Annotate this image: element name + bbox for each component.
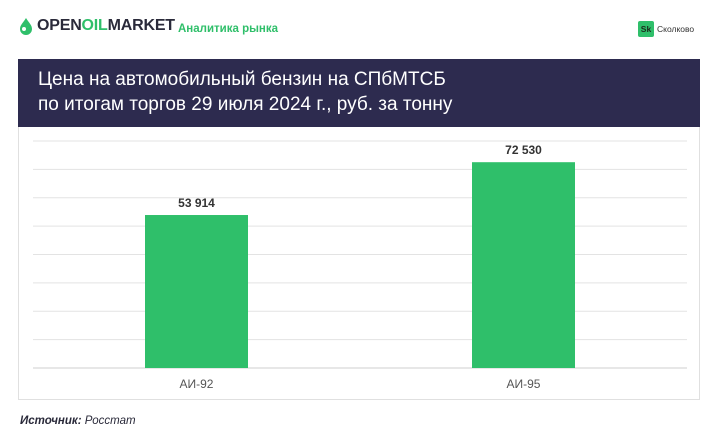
chart-panel: 53 914 АИ-92 72 530 АИ-95 <box>18 127 700 400</box>
chart-title-line2: по итогам торгов 29 июля 2024 г., руб. з… <box>38 94 453 115</box>
brand-oil: OIL <box>81 17 108 34</box>
partner-logo: Sk Сколково <box>638 21 694 37</box>
oil-drop-icon <box>20 18 32 35</box>
x-tick-label: АИ-92 <box>180 377 214 391</box>
title-banner: Цена на автомобильный бензин на СПбМТСБ … <box>18 59 700 127</box>
bar <box>145 215 248 368</box>
source-note: Источник: Росстат <box>20 415 136 427</box>
brand-prefix: OPEN <box>37 17 82 34</box>
brand-logo[interactable]: OPENOILMARKET <box>18 17 175 35</box>
source-text: Росстат <box>84 415 136 427</box>
partner-name: Сколково <box>657 24 695 34</box>
data-label: 72 530 <box>505 143 542 157</box>
brand-name: OPENOILMARKET <box>37 17 175 35</box>
skolkovo-icon: Sk <box>638 21 654 37</box>
bar <box>472 162 575 368</box>
chart-title-line1: Цена на автомобильный бензин на СПбМТСБ <box>38 69 446 90</box>
x-tick-label: АИ-95 <box>507 377 541 391</box>
chart-title: Цена на автомобильный бензин на СПбМТСБ … <box>38 67 678 117</box>
brand-suffix: MARKET <box>107 17 175 34</box>
header: OPENOILMARKET Аналитика рынка Sk Сколков… <box>0 0 720 58</box>
source-label: Источник: <box>20 415 82 427</box>
data-label: 53 914 <box>178 196 215 210</box>
section-label[interactable]: Аналитика рынка <box>178 23 279 35</box>
bar-chart: 53 914 АИ-92 72 530 АИ-95 <box>33 140 687 391</box>
